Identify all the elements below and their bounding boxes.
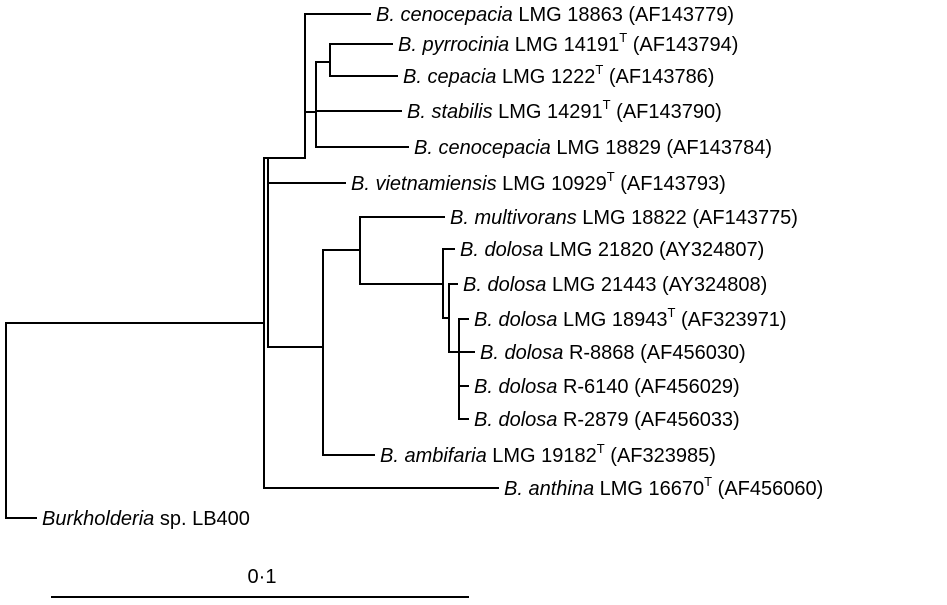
type-strain-marker: T [704, 474, 712, 489]
taxon-label: B. cenocepacia LMG 18829 (AF143784) [414, 137, 772, 159]
tree-branches [5, 13, 499, 519]
taxon-species: B. pyrrocinia [398, 34, 509, 56]
taxon-accession: (AF456030) [635, 342, 746, 364]
taxon-strain: LMG 21443 [546, 274, 656, 296]
taxon-species: B. dolosa [460, 239, 543, 261]
taxon-label: B. cepacia LMG 1222T (AF143786) [403, 62, 714, 88]
taxon-species: B. multivorans [450, 207, 577, 229]
taxon-genus: Burkholderia [42, 508, 154, 530]
taxon-accession: (AF456060) [712, 478, 823, 500]
taxon-species: B. dolosa [463, 274, 546, 296]
taxon-accession: (AF323971) [675, 309, 786, 331]
taxon-strain: LMG 18822 [577, 207, 687, 229]
taxon-accession: (AF143784) [661, 137, 772, 159]
taxon-species: B. vietnamiensis [351, 173, 497, 195]
taxon-species: B. cenocepacia [376, 4, 513, 26]
taxon-strain: LMG 18863 [513, 4, 623, 26]
taxon-label: Burkholderia sp. LB400 [42, 508, 250, 530]
type-strain-marker: T [597, 441, 605, 456]
taxon-strain: LMG 21820 [543, 239, 653, 261]
taxon-accession: (AF323985) [605, 445, 716, 467]
taxon-accession: (AF143793) [615, 173, 726, 195]
taxon-accession: (AF143779) [623, 4, 734, 26]
taxon-strain: LMG 14291 [493, 101, 603, 123]
taxon-strain: sp. LB400 [154, 508, 250, 530]
taxon-species: B. dolosa [474, 409, 557, 431]
taxon-label: B. dolosa LMG 21820 (AY324807) [460, 239, 764, 261]
taxon-label: B. stabilis LMG 14291T (AF143790) [407, 97, 722, 123]
taxon-species: B. anthina [504, 478, 594, 500]
scale-bar-label: 0·1 [248, 566, 277, 588]
taxon-accession: (AF143790) [611, 101, 722, 123]
taxon-strain: LMG 1222 [496, 66, 595, 88]
taxon-label: B. dolosa R-2879 (AF456033) [474, 409, 740, 431]
taxon-label: B. vietnamiensis LMG 10929T (AF143793) [351, 169, 726, 195]
type-strain-marker: T [619, 30, 627, 45]
taxon-species: B. dolosa [480, 342, 563, 364]
taxon-accession: (AY324808) [656, 274, 767, 296]
taxon-accession: (AF143794) [627, 34, 738, 56]
taxon-accession: (AF143786) [603, 66, 714, 88]
type-strain-marker: T [607, 169, 615, 184]
taxon-label: B. dolosa R-8868 (AF456030) [480, 342, 746, 364]
taxon-label: B. anthina LMG 16670T (AF456060) [504, 474, 823, 500]
taxon-label: B. pyrrocinia LMG 14191T (AF143794) [398, 30, 738, 56]
taxon-accession: (AF143775) [687, 207, 798, 229]
taxon-species: B. dolosa [474, 376, 557, 398]
taxon-strain: LMG 16670 [594, 478, 704, 500]
taxon-label: B. dolosa LMG 21443 (AY324808) [463, 274, 767, 296]
taxon-strain: LMG 18829 [551, 137, 661, 159]
taxon-label: B. dolosa R-6140 (AF456029) [474, 376, 740, 398]
taxon-label: B. cenocepacia LMG 18863 (AF143779) [376, 4, 734, 26]
type-strain-marker: T [667, 305, 675, 320]
scale-bar: 0·1 [51, 566, 469, 598]
taxon-strain: LMG 14191 [509, 34, 619, 56]
taxon-strain: R-2879 [557, 409, 628, 431]
type-strain-marker: T [595, 62, 603, 77]
taxon-accession: (AY324807) [653, 239, 764, 261]
taxon-species: B. stabilis [407, 101, 493, 123]
taxon-species: B. dolosa [474, 309, 557, 331]
taxon-label: B. multivorans LMG 18822 (AF143775) [450, 207, 798, 229]
taxon-label: B. ambifaria LMG 19182T (AF323985) [380, 441, 716, 467]
taxon-strain: LMG 18943 [557, 309, 667, 331]
taxon-strain: R-8868 [563, 342, 634, 364]
taxon-accession: (AF456029) [629, 376, 740, 398]
taxon-species: B. cenocepacia [414, 137, 551, 159]
taxon-species: B. cepacia [403, 66, 496, 88]
type-strain-marker: T [603, 97, 611, 112]
taxon-strain: LMG 19182 [487, 445, 597, 467]
taxon-labels: B. cenocepacia LMG 18863 (AF143779) B. py… [42, 4, 823, 530]
taxon-species: B. ambifaria [380, 445, 487, 467]
taxon-label: B. dolosa LMG 18943T (AF323971) [474, 305, 787, 331]
taxon-strain: R-6140 [557, 376, 628, 398]
taxon-strain: LMG 10929 [497, 173, 607, 195]
taxon-accession: (AF456033) [629, 409, 740, 431]
